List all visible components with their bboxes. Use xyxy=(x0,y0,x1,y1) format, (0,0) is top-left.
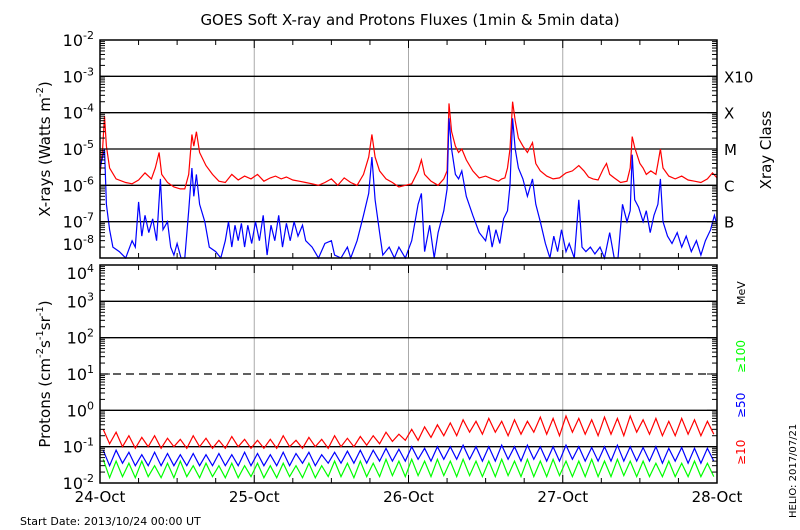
y-tick-label: 10-5 xyxy=(63,138,94,159)
series-line-100 xyxy=(102,457,715,480)
series-line-10 xyxy=(102,414,715,450)
protons-panel: 104 103 102 101 100 10-1 10-2 Protons (cm-2s-1s… xyxy=(35,262,748,506)
x-tick-label: 25-Oct xyxy=(229,488,280,506)
y-tick-label: 102 xyxy=(67,327,94,348)
x-tick-label: 28-Oct xyxy=(692,488,743,506)
energy-legend-50: ≥50 xyxy=(734,393,748,418)
xray-class-label: C xyxy=(724,177,734,195)
xray-panel: 10-2 10-3 10-4 10-5 10-6 10-710-8 X-rays (Watt… xyxy=(35,29,775,261)
energy-legend-10: ≥10 xyxy=(734,440,748,465)
series-line-50 xyxy=(102,443,715,468)
chart-title: GOES Soft X-ray and Protons Fluxes (1min… xyxy=(200,11,619,29)
xray-class-label: M xyxy=(724,141,737,159)
x-tick-label: 27-Oct xyxy=(537,488,588,506)
unit-label: MeV xyxy=(735,281,748,305)
y-tick-label: 10-2 xyxy=(63,29,94,50)
y-tick-label: 104 xyxy=(67,262,94,283)
x-tick-label: 26-Oct xyxy=(383,488,434,506)
y-tick-label: 100 xyxy=(67,399,94,420)
xray-class-label: B xyxy=(724,214,734,232)
y-tick-label: 10-3 xyxy=(63,65,94,86)
credit-label: HELIO: 2017/07/21 xyxy=(788,424,799,518)
y-tick-label: 101 xyxy=(67,363,94,384)
y-tick-label: 103 xyxy=(67,290,94,311)
xray-class-label: X xyxy=(724,105,734,123)
y-tick-label: 10-2 xyxy=(63,472,94,493)
y-tick-label: 10-4 xyxy=(63,102,94,123)
y-axis-label: X-rays (Watts m-2) xyxy=(35,81,54,216)
y-tick-label: 10-6 xyxy=(63,174,94,195)
start-date-label: Start Date: 2013/10/24 00:00 UT xyxy=(20,515,201,528)
x-tick-label: 24-Oct xyxy=(75,488,126,506)
y-tick-label: 10-1 xyxy=(63,436,94,457)
xray-class-axis-label: Xray Class xyxy=(757,110,775,189)
energy-legend-100: ≥100 xyxy=(734,340,748,373)
series-line-long18A xyxy=(99,101,718,190)
y-tick-label: 10-8 xyxy=(63,233,94,254)
y-tick-label: 10-7 xyxy=(63,211,94,232)
y-axis-label: Protons (cm-2s-1sr-1) xyxy=(35,300,54,447)
xray-class-label: X10 xyxy=(724,68,753,86)
